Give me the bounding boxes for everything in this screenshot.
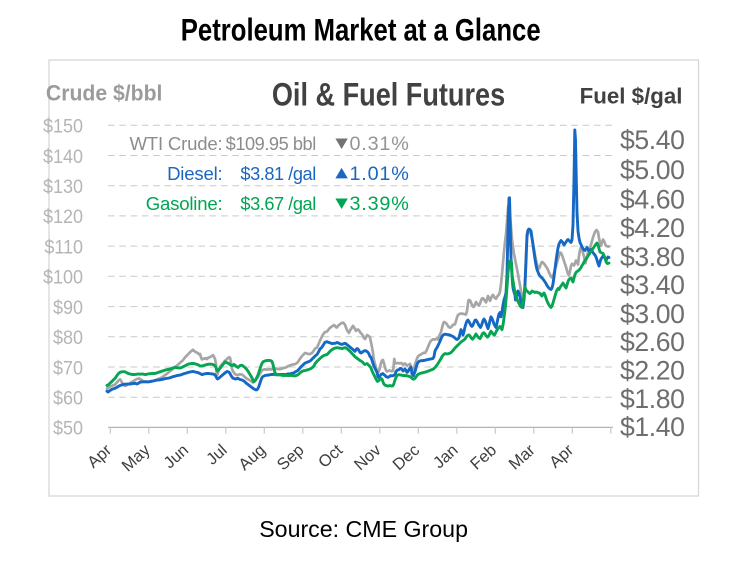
svg-text:3.39%: 3.39%: [350, 193, 410, 215]
svg-text:$1.80: $1.80: [620, 384, 685, 414]
svg-text:$90: $90: [53, 297, 83, 319]
svg-text:Oil & Fuel Futures: Oil & Fuel Futures: [272, 77, 505, 113]
svg-text:$2.60: $2.60: [620, 327, 685, 357]
svg-text:$70: $70: [53, 358, 83, 380]
svg-text:$4.60: $4.60: [620, 185, 685, 215]
svg-text:$109.95 bbl: $109.95 bbl: [226, 134, 316, 154]
svg-text:$150: $150: [43, 116, 83, 138]
svg-text:Petroleum Market at a Glance: Petroleum Market at a Glance: [181, 13, 541, 48]
svg-text:$3.40: $3.40: [620, 270, 685, 300]
svg-text:$3.80: $3.80: [620, 242, 685, 272]
svg-text:$3.00: $3.00: [620, 299, 685, 329]
svg-text:0.31%: 0.31%: [350, 133, 410, 155]
svg-text:$50: $50: [53, 418, 83, 440]
svg-text:Fuel $/gal: Fuel $/gal: [580, 84, 683, 109]
svg-text:Source: CME Group: Source: CME Group: [259, 516, 468, 542]
svg-text:$80: $80: [53, 327, 83, 349]
svg-text:$5.40: $5.40: [620, 125, 685, 155]
svg-text:Diesel:: Diesel:: [167, 163, 222, 184]
svg-text:$130: $130: [43, 176, 83, 198]
svg-text:$5.00: $5.00: [620, 155, 685, 185]
svg-text:1.01%: 1.01%: [350, 163, 410, 185]
svg-text:$120: $120: [43, 206, 83, 228]
svg-text:$3.67 /gal: $3.67 /gal: [240, 194, 315, 214]
svg-text:WTI Crude:: WTI Crude:: [129, 133, 222, 154]
svg-text:$100: $100: [43, 267, 83, 289]
svg-text:$2.20: $2.20: [620, 355, 685, 385]
svg-text:Crude $/bbl: Crude $/bbl: [46, 80, 163, 106]
svg-text:Gasoline:: Gasoline:: [146, 193, 223, 214]
svg-text:$60: $60: [53, 388, 83, 410]
svg-text:$140: $140: [43, 146, 83, 168]
svg-text:$4.20: $4.20: [620, 213, 685, 243]
svg-text:$3.81 /gal: $3.81 /gal: [240, 164, 315, 184]
svg-text:$1.40: $1.40: [620, 412, 685, 442]
svg-text:$110: $110: [44, 237, 83, 259]
